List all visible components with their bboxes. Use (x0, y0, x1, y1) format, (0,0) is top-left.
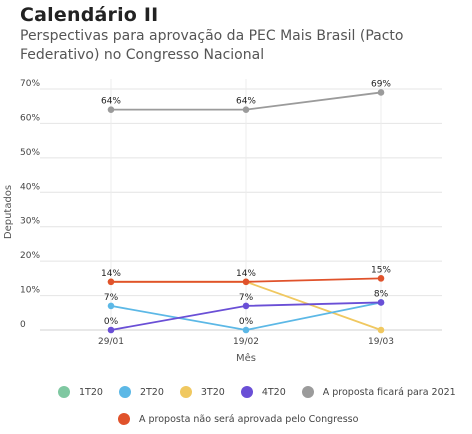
y-axis-ticks: 0 10% 20% 30% 40% 50% 60% 70% (20, 79, 40, 330)
data-point (377, 275, 385, 282)
data-point (242, 278, 250, 286)
data-point (242, 106, 250, 113)
data-label: 0% (239, 317, 254, 327)
legend-swatch (301, 386, 314, 398)
data-label: 14% (101, 269, 121, 279)
series-lines (107, 89, 385, 334)
legend-item[interactable]: 4T20 (240, 386, 286, 398)
data-point (242, 302, 250, 310)
y-tick-label: 60% (20, 113, 40, 123)
data-label: 64% (101, 97, 121, 107)
legend-item[interactable]: 3T20 (179, 386, 225, 398)
legend-label: 4T20 (261, 386, 286, 398)
legend-label: A proposta ficará para 2021 (322, 386, 456, 398)
legend-label: 1T20 (79, 386, 103, 398)
data-label: 69% (371, 79, 391, 89)
y-tick-label: 10% (20, 286, 40, 296)
y-tick-label: 30% (20, 217, 40, 227)
x-tick-label: 19/03 (368, 337, 394, 347)
data-point (107, 326, 115, 334)
x-axis-ticks: 29/01 19/02 19/03 (98, 337, 394, 347)
y-tick-label: 0 (20, 320, 26, 330)
legend-swatch (179, 386, 192, 398)
y-tick-label: 70% (20, 79, 40, 89)
data-label: 7% (104, 293, 119, 303)
y-tick-label: 40% (20, 182, 40, 192)
legend-swatch (240, 386, 253, 398)
legend-row-1: 1T20 2T20 3T20 4T20 A proposta ficará para 2… (58, 386, 472, 398)
data-point (107, 278, 115, 286)
data-label: 14% (236, 269, 256, 279)
data-point (107, 302, 115, 310)
chart-subtitle: Perspectivas para aprovação da PEC Mais … (20, 28, 404, 63)
data-point (242, 326, 250, 334)
x-axis-label: Mês (236, 352, 256, 364)
data-point (377, 89, 385, 96)
legend-swatch (58, 386, 70, 398)
legend-item[interactable]: A proposta não será aprovada pelo Congre… (118, 413, 358, 425)
data-label: 8% (374, 289, 389, 299)
legend-label: 2T20 (139, 386, 164, 398)
y-tick-label: 50% (20, 148, 40, 158)
data-labels: 64% 64% 69% 7% 0% 0% 7% 8% 14% 14% 15% (101, 79, 391, 327)
legend-row-2: A proposta não será aprovada pelo Congre… (118, 413, 374, 425)
x-tick-label: 29/01 (98, 337, 124, 347)
chart-title: Calendário II (20, 4, 159, 26)
legend-swatch (118, 413, 130, 425)
data-label: 0% (104, 317, 119, 327)
legend-label: A proposta não será aprovada pelo Congre… (139, 413, 359, 425)
x-tick-label: 19/02 (233, 337, 259, 347)
legend-item[interactable]: A proposta ficará para 2021 (301, 386, 456, 398)
legend-swatch (118, 386, 131, 398)
data-label: 7% (239, 293, 254, 303)
data-label: 15% (371, 265, 391, 275)
legend-item[interactable]: 2T20 (118, 386, 164, 398)
data-point (377, 326, 385, 334)
data-label: 64% (236, 97, 256, 107)
y-tick-label: 20% (20, 251, 40, 261)
legend-item[interactable]: 1T20 (58, 386, 103, 398)
legend-label: 3T20 (200, 386, 225, 398)
y-axis-label: Deputados (3, 185, 14, 239)
data-point (107, 106, 115, 113)
data-point (377, 299, 385, 306)
